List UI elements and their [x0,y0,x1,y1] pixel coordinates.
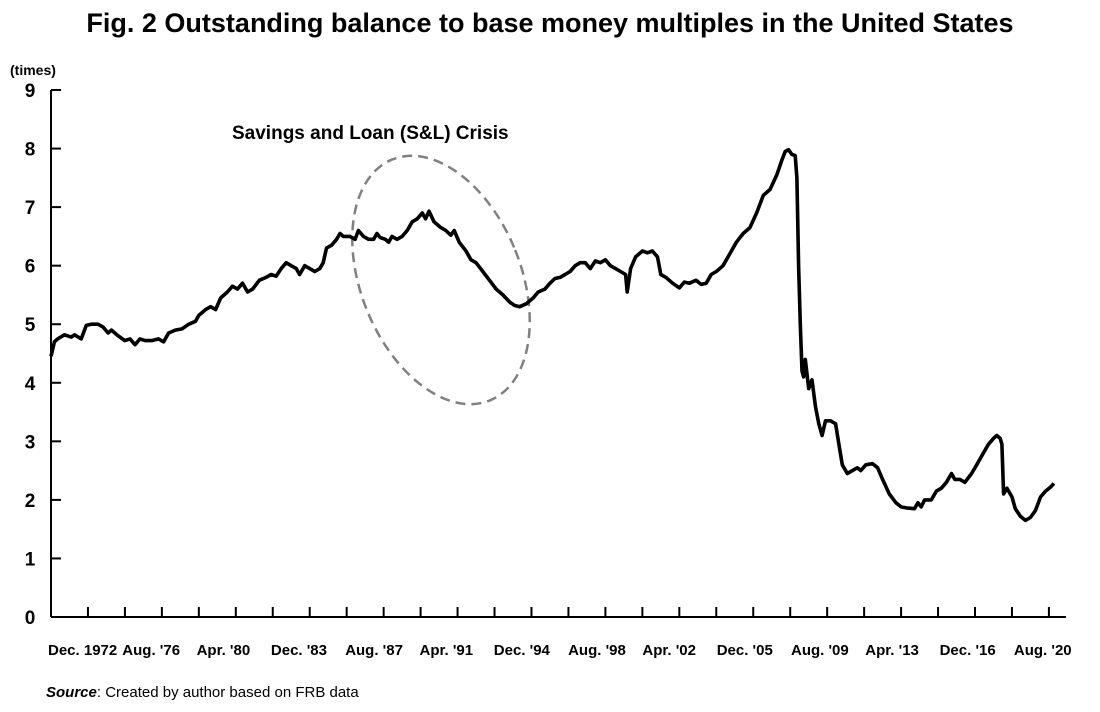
source-text: : Created by author based on FRB data [96,684,359,701]
x-tick-label-6: Dec. '94 [494,642,551,659]
y-tick-label-7: 7 [25,198,36,219]
x-tick-label-2: Apr. '80 [197,642,251,659]
chart-title: Fig. 2 Outstanding balance to base money… [86,8,1014,38]
y-axis-unit-label: (times) [10,62,56,78]
y-tick-label-6: 6 [25,257,36,278]
x-tick-label-10: Aug. '09 [791,642,849,659]
source-label: Source [46,684,97,701]
source-note: Source: Created by author based on FRB d… [46,684,359,701]
y-tick-label-9: 9 [25,81,36,102]
sl-crisis-ellipse [351,154,531,406]
x-tick-label-3: Dec. '83 [271,642,327,659]
y-tick-label-8: 8 [25,140,36,161]
x-tick-label-7: Aug. '98 [568,642,626,659]
sl-crisis-annotation: Savings and Loan (S&L) Crisis [232,123,509,144]
y-tick-label-1: 1 [25,549,36,570]
axes [50,90,1066,618]
y-ticks: 0 1 2 3 4 5 6 7 8 9 [25,81,61,629]
x-tick-label-5: Apr. '91 [420,642,474,659]
y-tick-label-4: 4 [25,374,36,395]
x-ticks: Dec. 1972 Aug. '76 Apr. '80 Dec. '83 Aug. '8… [48,607,1072,659]
x-tick-label-9: Dec. '05 [717,642,773,659]
y-tick-label-5: 5 [25,315,36,336]
x-tick-label-13: Aug. '20 [1014,642,1072,659]
y-tick-label-0: 0 [25,608,36,629]
y-tick-label-2: 2 [25,491,36,512]
x-tick-label-12: Dec. '16 [940,642,996,659]
series-line [49,147,1056,523]
x-tick-label-4: Aug. '87 [345,642,403,659]
y-tick-label-3: 3 [25,432,36,453]
x-tick-label-1: Aug. '76 [122,642,180,659]
x-tick-label-0: Dec. 1972 [48,642,117,659]
x-tick-label-8: Apr. '02 [642,642,696,659]
x-tick-label-11: Apr. '13 [865,642,919,659]
